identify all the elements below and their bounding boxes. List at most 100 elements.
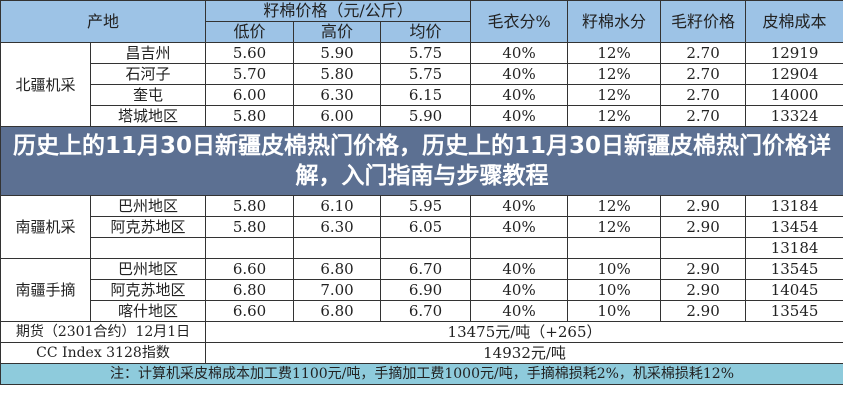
header-origin: 产地 [0,0,207,43]
cell-cost: 13454 [745,216,843,238]
cell-moisture: 12% [567,42,662,64]
table-row: 喀什地区 6.60 6.80 6.70 40% 10% 2.90 13545 [1,300,843,322]
table-row: 南疆手摘 巴州地区 6.60 6.80 6.70 40% 10% 2.90 13545 [0,258,843,322]
overlay-title: 历史上的11月30日新疆皮棉热门价格，历史上的11月30日新疆皮棉热门价格详解，… [13,133,832,189]
cotton-price-table: 产地 籽棉价格（元/公斤） 毛衣分% 籽棉水分 毛籽价格 皮棉成本 低价 高价 … [0,0,843,385]
cell-seed: 2.90 [660,216,747,238]
cell-cost: 12904 [745,63,843,85]
cell-avg: 5.90 [380,105,472,127]
cell-region: 阿克苏地区 [89,216,207,238]
cell-region: 昌吉州 [89,42,207,64]
cell-avg: 6.70 [380,258,472,280]
cell-region: 巴州地区 [89,195,207,217]
cell-high: 6.10 [293,195,382,217]
header-seed-price: 籽棉价格（元/公斤） [205,0,472,22]
group-label: 南疆手摘 [0,258,91,322]
cell-seed: 2.90 [660,195,747,217]
title-overlay: 历史上的11月30日新疆皮棉热门价格，历史上的11月30日新疆皮棉热门价格详解，… [0,126,843,196]
cell-moisture: 10% [567,279,662,301]
cell-high: 5.80 [293,63,382,85]
cell-seed [660,237,747,259]
cell-lint: 40% [470,63,569,85]
cell-high: 5.90 [293,42,382,64]
table-row: 塔城地区 5.80 6.00 5.90 40% 12% 2.70 13324 [1,105,843,127]
cell-low: 6.80 [205,279,295,301]
cell-lint: 40% [470,300,569,322]
table-row: 阿克苏地区 5.80 6.30 6.05 40% 12% 2.90 13454 [1,216,843,238]
cell-cost: 13545 [745,300,843,322]
cell-lint: 40% [470,216,569,238]
title-banner: 历史上的11月30日新疆皮棉热门价格，历史上的11月30日新疆皮棉热门价格详解，… [0,126,843,196]
cell-region: 奎屯 [89,84,207,106]
table-row: 阿克苏地区 6.80 7.00 6.90 40% 10% 2.90 14045 [1,279,843,301]
cell-cost: 13324 [745,105,843,127]
cell-lint: 40% [470,105,569,127]
cell-seed: 2.90 [660,258,747,280]
header-high: 高价 [293,21,382,43]
table-row: 石河子 5.70 5.80 5.75 40% 12% 2.70 12904 [1,63,843,85]
cell-lint: 40% [470,42,569,64]
cell-low: 5.80 [205,216,295,238]
table-row: 奎屯 6.00 6.30 6.15 40% 12% 2.70 14000 [1,84,843,106]
cell-region [89,237,207,259]
cell-high: 6.30 [293,216,382,238]
header-moisture: 籽棉水分 [567,0,662,43]
table-row: 13184 [1,237,843,259]
cell-avg: 5.75 [380,63,472,85]
cell-region: 喀什地区 [89,300,207,322]
cell-high: 6.30 [293,84,382,106]
cell-low: 6.60 [205,300,295,322]
group-label: 北疆机采 [0,42,91,127]
cell-lint: 40% [470,258,569,280]
cell-seed: 2.90 [660,279,747,301]
cell-moisture: 12% [567,84,662,106]
cell-low: 6.00 [205,84,295,106]
cell-avg: 6.70 [380,300,472,322]
cell-low: 6.60 [205,258,295,280]
cell-moisture: 10% [567,258,662,280]
cell-cost: 14000 [745,84,843,106]
cell-avg: 6.15 [380,84,472,106]
cell-seed: 2.70 [660,42,747,64]
futures-label: 期货（2301合约）12月1日 [0,321,207,343]
cell-cost: 12919 [745,42,843,64]
cell-high: 6.80 [293,300,382,322]
cell-avg: 5.95 [380,195,472,217]
cell-cost: 13184 [745,237,843,259]
cell-high: 7.00 [293,279,382,301]
cell-avg: 6.05 [380,216,472,238]
cell-lint: 40% [470,195,569,217]
cell-high: 6.80 [293,258,382,280]
cell-cost: 13184 [745,195,843,217]
cell-seed: 2.90 [660,300,747,322]
cell-low: 5.60 [205,42,295,64]
cell-low: 5.80 [205,195,295,217]
cell-high: 6.00 [293,105,382,127]
cell-low [205,237,295,259]
cell-low: 5.80 [205,105,295,127]
cell-seed: 2.70 [660,105,747,127]
cell-moisture: 12% [567,195,662,217]
header-avg: 均价 [380,21,472,43]
header-low: 低价 [205,21,295,43]
cell-avg: 5.75 [380,42,472,64]
cell-cost: 14045 [745,279,843,301]
index-label: CC Index 3128指数 [0,342,207,364]
header-lint-cost: 皮棉成本 [745,0,843,43]
futures-value: 13475元/吨（+265） [205,321,843,343]
cell-lint: 40% [470,84,569,106]
group-label: 南疆机采 [0,195,91,259]
cell-cost: 13545 [745,258,843,280]
header-seed-price2: 毛籽价格 [660,0,747,43]
cell-region: 阿克苏地区 [89,279,207,301]
header-lint-pct: 毛衣分% [470,0,569,43]
cell-region: 巴州地区 [89,258,207,280]
cell-moisture: 12% [567,63,662,85]
cell-moisture: 10% [567,300,662,322]
cell-seed: 2.70 [660,84,747,106]
cell-high [293,237,382,259]
cell-moisture: 12% [567,105,662,127]
cell-moisture [567,237,662,259]
note: 注：计算机采皮棉成本加工费1100元/吨，手摘加工费1000元/吨，手摘棉损耗2… [0,363,843,385]
table-row: 南疆机采 巴州地区 5.80 6.10 5.95 40% 12% 2.90 13184 [0,195,843,259]
